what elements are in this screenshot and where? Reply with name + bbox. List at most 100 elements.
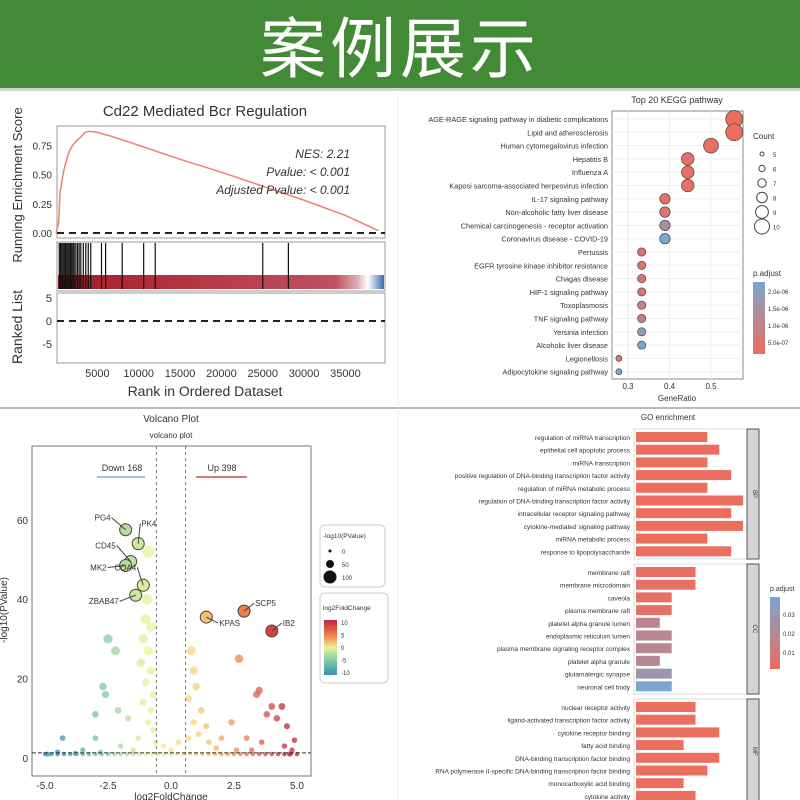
go-colorbar — [770, 597, 780, 669]
go-bar — [636, 702, 696, 712]
gsea-xtick: 15000 — [165, 368, 196, 380]
kegg-count-legend-label: 5 — [773, 153, 777, 159]
gsea-title: Cd22 Mediated Bcr Regulation — [103, 103, 307, 120]
volcano-point — [147, 707, 155, 714]
volcano-point — [101, 690, 110, 699]
kegg-padjust-legend-label: 1.5e-06 — [768, 307, 789, 313]
kegg-pathway-label: Toxoplasmosis — [560, 301, 608, 310]
volcano-point — [263, 711, 271, 718]
kegg-pathway-label: Pertussis — [578, 248, 608, 257]
volcano-ytick: 60 — [17, 516, 29, 527]
volcano-ytick: 40 — [17, 595, 29, 606]
volcano-point — [149, 690, 158, 699]
volcano-size-legend — [319, 524, 386, 588]
kegg-pathway-label: IL-17 signaling pathway — [531, 195, 608, 204]
go-bar — [636, 668, 672, 679]
kegg-pathway-label: Chagas disease — [556, 275, 608, 284]
volcano-label-connector — [243, 602, 255, 612]
volcano-down-label: Down 168 — [102, 463, 143, 473]
volcano-xlabel: log2FoldChange — [134, 792, 208, 800]
gsea-xlabel: Rank in Ordered Dataset — [128, 383, 283, 399]
kegg-title: Top 20 KEGG pathway — [631, 95, 723, 105]
go-bar — [636, 592, 672, 603]
go-facet-strip — [746, 698, 760, 800]
kegg-pathway-label: AGE-RAGE signaling pathway in diabetic c… — [428, 115, 608, 124]
volcano-plot-area — [31, 445, 312, 777]
kegg-count-legend-circle — [757, 178, 767, 188]
go-bar — [636, 752, 720, 763]
go-term-label: glutamatergic synapse — [565, 672, 630, 679]
volcano-point — [139, 698, 147, 706]
go-facet-strip — [746, 563, 760, 695]
volcano-point — [234, 654, 244, 664]
volcano-point — [168, 747, 174, 753]
kegg-dot — [637, 274, 647, 284]
kegg-count-legend-circle — [754, 218, 770, 235]
volcano-label-connector — [111, 517, 126, 531]
gsea-xtick: 5000 — [85, 368, 109, 380]
gsea-xtick: 35000 — [330, 368, 361, 380]
gsea-es-curve — [55, 130, 379, 234]
volcano-point — [99, 682, 107, 691]
volcano-point — [117, 743, 124, 749]
kegg-padjust-legend-label: 1.0e-06 — [768, 324, 789, 330]
volcano-ylabel: -log10(PValue) — [0, 577, 10, 643]
volcano-label-connector — [137, 523, 141, 544]
kegg-dot — [681, 152, 695, 166]
volcano-label-connector — [271, 622, 283, 632]
go-term-label: intracellular receptor signaling pathway — [518, 511, 631, 518]
go-bar — [636, 567, 696, 577]
go-facet-label: MF — [751, 747, 757, 756]
volcano-point — [145, 719, 152, 726]
gsea-ranked-ylabel: Ranked List — [9, 290, 25, 364]
kegg-dot — [725, 123, 744, 142]
volcano-gene-label: PG4 — [95, 514, 112, 523]
volcano-point — [233, 747, 240, 753]
gsea-xtick: 20000 — [206, 368, 237, 380]
volcano-point — [192, 682, 200, 691]
go-term-label: regulation of DNA-binding transcription … — [479, 499, 631, 506]
volcano-size-legend-title: -log10(PValue) — [323, 533, 366, 540]
go-bar — [636, 643, 672, 654]
kegg-pathway-label: Lipid and atherosclerosis — [527, 128, 608, 137]
go-bar — [636, 444, 720, 455]
go-bar — [636, 533, 708, 544]
go-bar — [636, 508, 732, 519]
go-bar — [636, 520, 744, 531]
kegg-dot — [637, 260, 647, 270]
volcano-point — [124, 715, 132, 722]
banner-title: 案例展示 — [260, 11, 540, 88]
volcano-xtick: -2.5 — [99, 781, 117, 792]
kegg-dot — [637, 287, 647, 297]
go-bar — [636, 432, 708, 442]
volcano-color-legend-label: 10 — [341, 621, 348, 627]
kegg-pathway-label: Chemical carcinogenesis - receptor activ… — [461, 221, 608, 230]
go-term-label: ligand-activated transcription factor ac… — [508, 718, 631, 725]
volcano-point — [213, 745, 220, 751]
kegg-pathway-label: Influenza A — [572, 168, 608, 177]
volcano-label-connector — [116, 545, 132, 562]
go-bar — [636, 579, 696, 590]
volcano-size-legend-label: 100 — [342, 576, 353, 582]
kegg-padjust-legend-label: 2.0e-06 — [768, 290, 789, 296]
kegg-pathway-label: TNF signaling pathway — [534, 315, 609, 324]
go-bar — [636, 681, 672, 692]
go-term-label: monocarboxylic acid binding — [548, 781, 630, 788]
volcano-point — [190, 719, 197, 726]
kegg-pathway-label: Yersinia infection — [553, 328, 608, 337]
kegg-dot — [637, 247, 647, 257]
go-term-label: RNA polymerase II-specific DNA-binding t… — [435, 769, 630, 776]
kegg-count-legend-circle — [756, 191, 768, 204]
volcano-title: Volcano Plot — [143, 414, 199, 425]
title-banner: 案例展示 — [0, 0, 800, 91]
volcano-point — [273, 715, 281, 722]
volcano-colorbar — [324, 620, 337, 675]
volcano-point — [175, 739, 182, 745]
volcano-label-connector — [206, 616, 219, 624]
volcano-gene-label: IB2 — [283, 619, 296, 628]
volcano-point — [291, 737, 298, 743]
go-legend-label: 0.01 — [783, 651, 795, 657]
kegg-xtick: 0.4 — [664, 382, 676, 391]
volcano-point — [189, 666, 198, 675]
